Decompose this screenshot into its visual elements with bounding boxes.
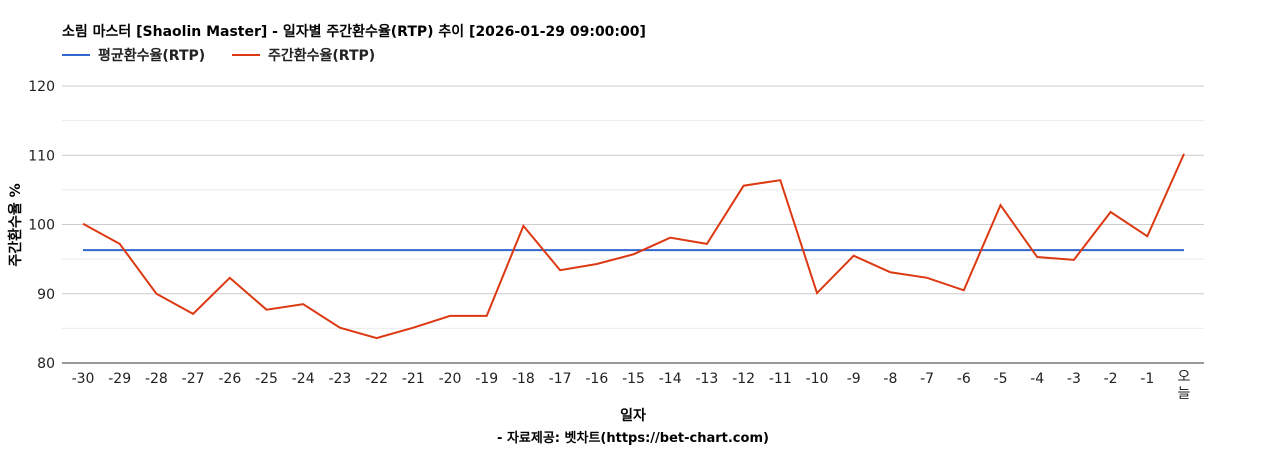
x-tick-label: -29 xyxy=(108,371,131,387)
y-axis-label: 주간환수율 % xyxy=(7,183,24,266)
x-tick-label: -23 xyxy=(328,371,351,387)
x-tick-label: -8 xyxy=(883,371,897,387)
x-tick-label: -10 xyxy=(806,371,829,387)
x-tick-label: -21 xyxy=(402,371,425,387)
y-tick-label: 120 xyxy=(28,79,55,95)
x-tick-label: -12 xyxy=(732,371,755,387)
x-tick-label: -17 xyxy=(549,371,572,387)
x-tick-label: -27 xyxy=(182,371,205,387)
x-tick-label: -28 xyxy=(145,371,168,387)
x-tick-label: -24 xyxy=(292,371,315,387)
x-tick-label: -2 xyxy=(1104,371,1118,387)
y-axis-ticks: 80 90 100 110 120 xyxy=(28,79,55,372)
x-axis-label: 일자 xyxy=(620,408,646,424)
source-credit: - 자료제공: 벳차트(https://bet-chart.com) xyxy=(497,430,769,446)
x-tick-label: -16 xyxy=(585,371,608,387)
x-axis-ticks: -30 -29 -28 -27 -26 -25 -24 -23 -22 -21 -20 -19 -18-… xyxy=(72,369,1191,402)
x-tick-label: -6 xyxy=(957,371,971,387)
series-lines xyxy=(82,153,1185,340)
x-tick-label: -3 xyxy=(1067,371,1081,387)
x-tick-label: -13 xyxy=(695,371,718,387)
x-tick-label: -19 xyxy=(475,371,498,387)
y-tick-label: 110 xyxy=(28,148,55,164)
x-tick-label: -26 xyxy=(218,371,241,387)
legend-label: 평균환수율(RTP) xyxy=(98,47,205,64)
x-tick-label: -7 xyxy=(920,371,934,387)
legend: 평균환수율(RTP) 주간환수율(RTP) xyxy=(62,47,375,64)
series-line-weekly-rtp xyxy=(82,153,1185,340)
x-tick-label: -5 xyxy=(994,371,1008,387)
x-tick-label: -25 xyxy=(255,371,278,387)
x-tick-label: -11 xyxy=(769,371,792,387)
x-tick-label: -9 xyxy=(847,371,861,387)
x-tick-label: -1 xyxy=(1140,371,1154,387)
x-tick-label: -22 xyxy=(365,371,388,387)
y-tick-label: 80 xyxy=(37,356,55,372)
chart-title: 소림 마스터 [Shaolin Master] - 일자별 주간환수율(RTP)… xyxy=(62,23,646,40)
gridlines xyxy=(62,85,1204,364)
x-tick-label: -30 xyxy=(72,371,95,387)
legend-label: 주간환수율(RTP) xyxy=(268,47,375,64)
x-tick-label: -15 xyxy=(622,371,645,387)
x-tick-label: -18 xyxy=(512,371,535,387)
y-tick-label: 100 xyxy=(28,218,55,234)
x-tick-label: -4 xyxy=(1030,371,1044,387)
x-tick-label: -20 xyxy=(439,371,462,387)
x-tick-label: -14 xyxy=(659,371,682,387)
y-tick-label: 90 xyxy=(37,287,55,303)
